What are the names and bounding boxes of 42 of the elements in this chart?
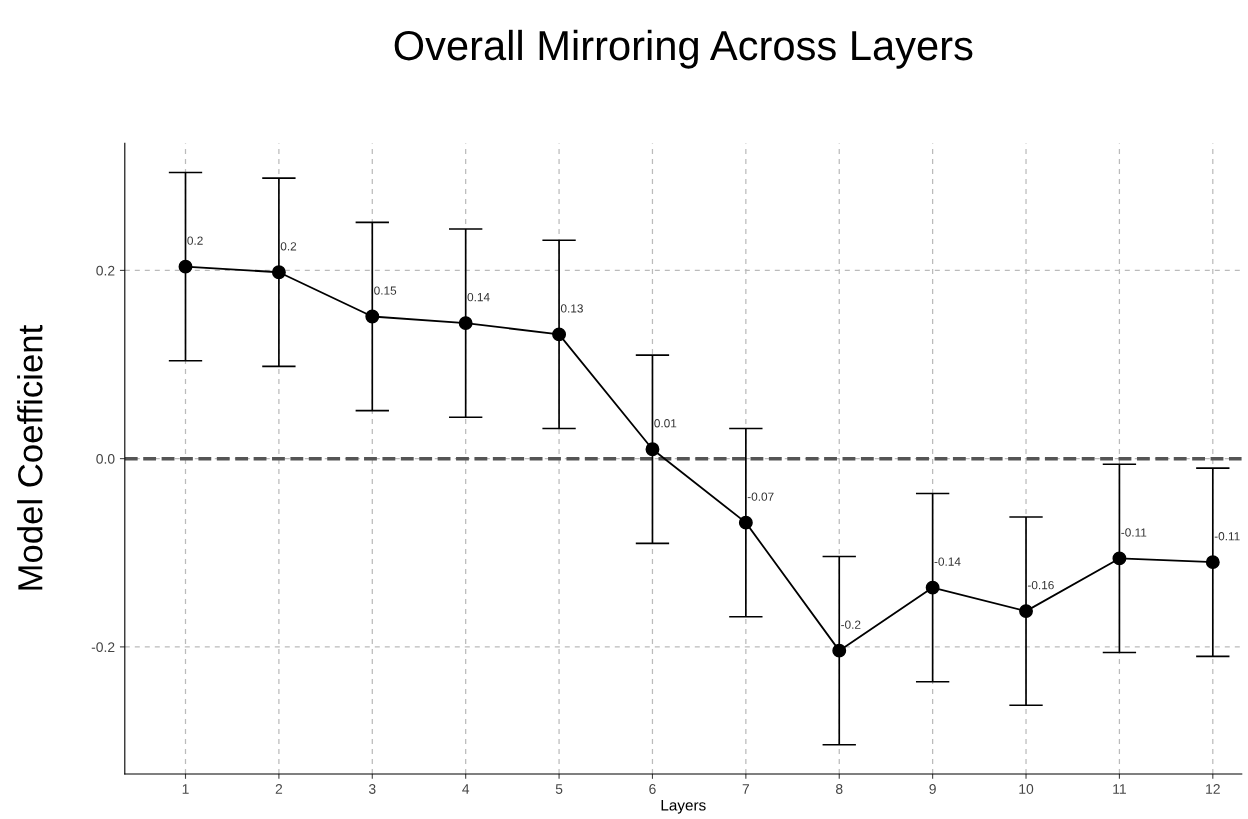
data-label: 0.01 [654,419,677,428]
data-label: -0.14 [934,557,961,566]
point [1019,604,1033,619]
data-label: -0.11 [1121,528,1147,537]
y-tick-label: 0.0 [96,453,115,464]
x-tick-label: 1 [182,784,189,794]
point [645,442,660,457]
x-tick-label: 12 [1206,784,1220,794]
x-tick-label: 3 [368,784,376,794]
x-tick-label: 7 [742,784,750,794]
data-label: -0.07 [747,492,774,501]
x-tick-label: 5 [555,784,563,794]
point [925,580,940,595]
data-label: 0.14 [467,292,490,302]
point [738,515,753,530]
data-label: -0.11 [1214,532,1240,541]
point [1112,551,1127,566]
point [271,265,286,280]
point [365,309,380,324]
chart-title: Overall Mirroring Across Layers [394,29,973,69]
x-tick-label: 6 [649,784,656,794]
x-tick-label: 4 [462,784,470,794]
x-tick-label: 2 [275,784,283,794]
data-label: -0.16 [1027,580,1054,590]
point [552,327,567,342]
data-label: 0.13 [560,304,583,313]
data-label: 0.2 [187,236,203,245]
x-axis-title: Layers [661,799,706,814]
data-label: 0.2 [280,242,297,251]
point [832,643,847,658]
y-tick-label: 0.2 [96,265,115,276]
x-tick-label: 9 [929,784,936,794]
point [1205,555,1220,570]
data-label: 0.15 [374,286,397,295]
y-tick-label: -0.2 [91,642,115,653]
point [458,316,473,331]
point [178,259,193,274]
y-axis-title: Model Coefficient [17,325,43,590]
x-tick-label: 11 [1113,784,1126,794]
x-tick-label: 8 [835,784,843,794]
data-label: -0.2 [841,620,861,629]
x-tick-label: 10 [1019,784,1034,794]
